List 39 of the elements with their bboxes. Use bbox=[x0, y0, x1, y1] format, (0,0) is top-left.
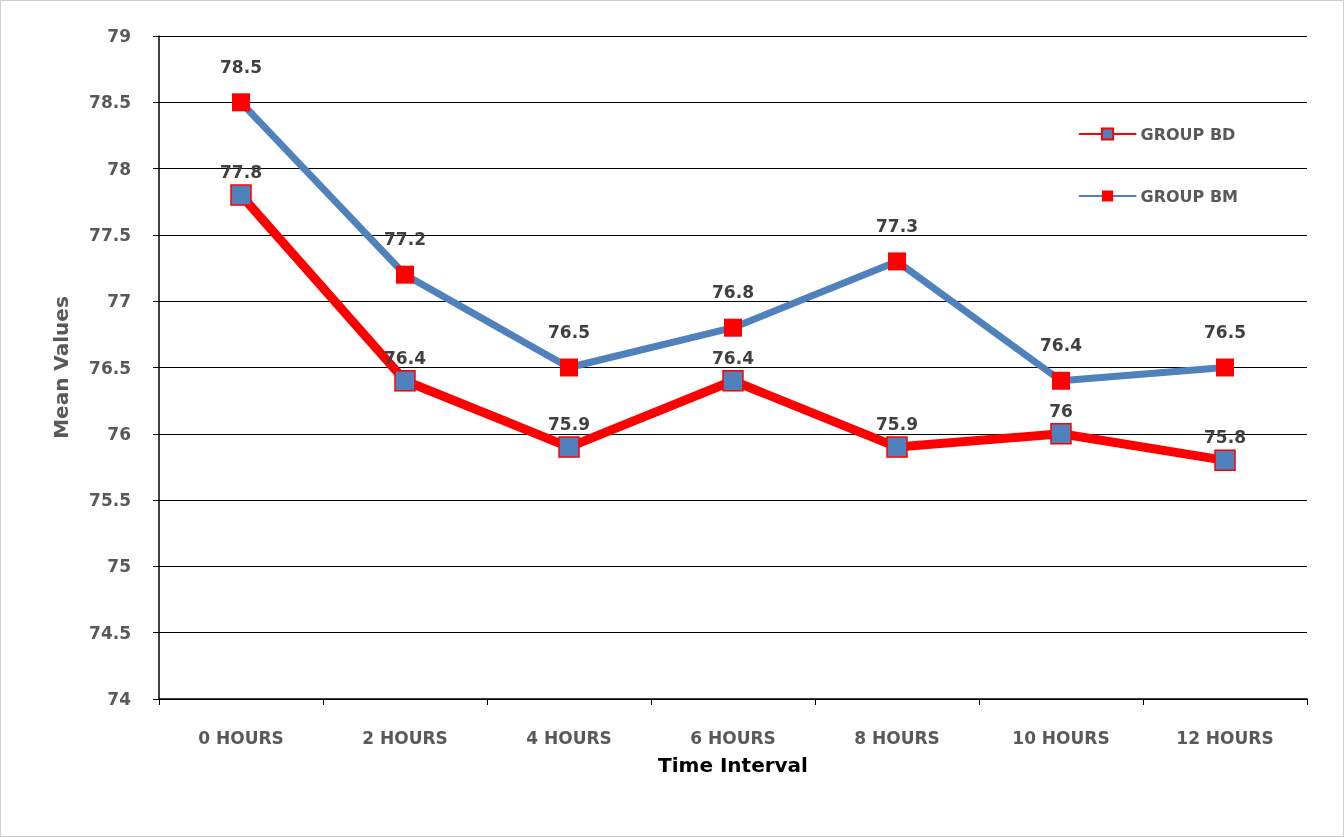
y-tick-label: 77.5 bbox=[89, 224, 131, 245]
y-tick-label: 76 bbox=[107, 423, 131, 444]
point bbox=[886, 436, 908, 458]
x-tick-label: 0 HOURS bbox=[198, 727, 284, 748]
point bbox=[1214, 449, 1236, 472]
y-tick-label: 75 bbox=[107, 556, 131, 577]
y-tick-label: 76.5 bbox=[89, 357, 131, 378]
x-tick-label: 4 HOURS bbox=[526, 727, 612, 748]
x-tick-label: 6 HOURS bbox=[690, 727, 776, 748]
y-tick-label: 74.5 bbox=[89, 622, 131, 643]
y-tick-label: 77 bbox=[107, 291, 131, 312]
data-label: 76.8 bbox=[712, 282, 754, 303]
point bbox=[558, 436, 580, 458]
point bbox=[1050, 423, 1072, 445]
x-tick-label: 2 HOURS bbox=[362, 727, 448, 748]
x-tick-label: 12 HOURS bbox=[1176, 727, 1274, 748]
y-tick-label: 75.5 bbox=[89, 490, 131, 511]
data-label: 76 bbox=[1049, 400, 1073, 421]
x-axis-title: Time Interval bbox=[658, 753, 808, 777]
data-label: 75.9 bbox=[548, 413, 590, 434]
data-label: 76.4 bbox=[712, 347, 755, 368]
point bbox=[722, 370, 744, 392]
y-tick-label: 79 bbox=[107, 26, 131, 46]
y-tick-label: 78.5 bbox=[89, 92, 131, 113]
legend-label: GROUP BM bbox=[1140, 186, 1239, 206]
legend-label: GROUP BD bbox=[1140, 124, 1236, 144]
data-label: 76.5 bbox=[548, 322, 590, 342]
data-label: 76.4 bbox=[1040, 335, 1083, 356]
data-label: 78.5 bbox=[220, 56, 262, 77]
y-tick-label: 78 bbox=[107, 158, 131, 179]
y-axis-title: Mean Values bbox=[49, 296, 73, 439]
point bbox=[230, 184, 252, 206]
point bbox=[394, 370, 416, 392]
data-label: 75.9 bbox=[876, 413, 918, 434]
x-tick-label: 8 HOURS bbox=[854, 727, 940, 748]
data-label: 77.3 bbox=[876, 215, 918, 236]
y-tick-label: 74 bbox=[107, 689, 132, 709]
x-tick-label: 10 HOURS bbox=[1012, 727, 1110, 748]
data-label: 76.5 bbox=[1204, 322, 1246, 342]
